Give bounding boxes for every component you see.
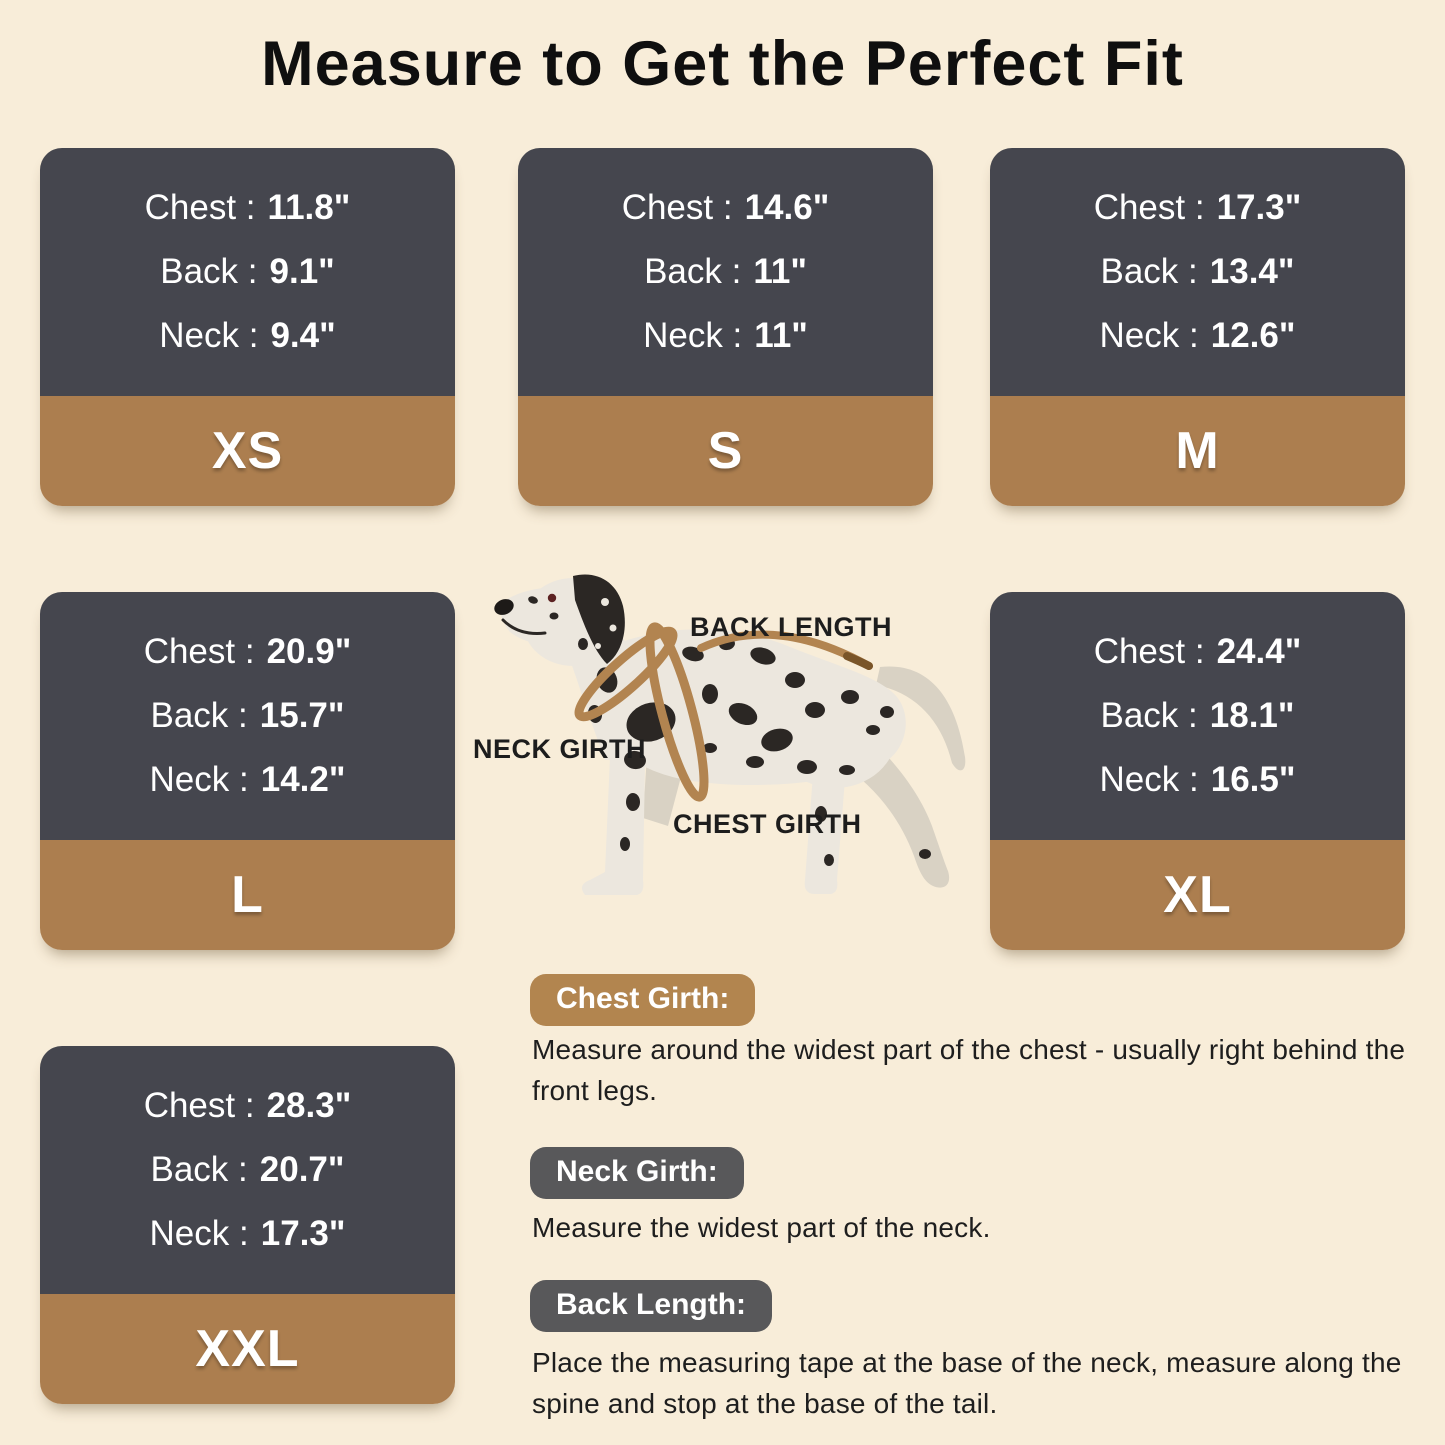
dog-face bbox=[494, 593, 557, 635]
back-length-description: Place the measuring tape at the base of … bbox=[532, 1347, 1402, 1419]
neck-measurement: Neck :9.4" bbox=[159, 316, 336, 355]
chest-measurement: Chest :20.9" bbox=[143, 632, 352, 671]
size-label-s: S bbox=[518, 396, 933, 506]
size-card-l: Chest :20.9" Back :15.7" Neck :14.2" L bbox=[40, 592, 455, 950]
neck-girth-label: NECK GIRTH bbox=[473, 734, 646, 764]
dog-diagram-illustration bbox=[455, 562, 985, 957]
chest-measurement: Chest :11.8" bbox=[144, 188, 351, 227]
chest-girth-description: Measure around the widest part of the ch… bbox=[532, 1034, 1406, 1106]
measure-bands bbox=[574, 622, 873, 802]
size-label-m: M bbox=[990, 396, 1405, 506]
size-card-l-measurements: Chest :20.9" Back :15.7" Neck :14.2" bbox=[40, 592, 455, 840]
size-card-m: Chest :17.3" Back :13.4" Neck :12.6" M bbox=[990, 148, 1405, 506]
neck-measurement: Neck :16.5" bbox=[1099, 760, 1296, 799]
size-card-s: Chest :14.6" Back :11" Neck :11" S bbox=[518, 148, 933, 506]
chest-measurement: Chest :28.3" bbox=[143, 1086, 352, 1125]
back-measurement: Back :9.1" bbox=[160, 252, 335, 291]
back-measurement: Back :20.7" bbox=[150, 1150, 345, 1189]
back-measurement: Back :13.4" bbox=[1100, 252, 1295, 291]
size-card-m-measurements: Chest :17.3" Back :13.4" Neck :12.6" bbox=[990, 148, 1405, 396]
size-label-l: L bbox=[40, 840, 455, 950]
size-card-xxl-measurements: Chest :28.3" Back :20.7" Neck :17.3" bbox=[40, 1046, 455, 1294]
neck-measurement: Neck :17.3" bbox=[149, 1214, 346, 1253]
size-card-xs: Chest :11.8" Back :9.1" Neck :9.4" XS bbox=[40, 148, 455, 506]
size-card-xl-measurements: Chest :24.4" Back :18.1" Neck :16.5" bbox=[990, 592, 1405, 840]
neck-measurement: Neck :12.6" bbox=[1099, 316, 1296, 355]
back-length-label: BACK LENGTH bbox=[690, 612, 892, 642]
back-length-heading: Back Length: bbox=[530, 1280, 773, 1332]
size-card-xs-measurements: Chest :11.8" Back :9.1" Neck :9.4" bbox=[40, 148, 455, 396]
chest-measurement: Chest :14.6" bbox=[621, 188, 830, 227]
chest-measurement: Chest :17.3" bbox=[1093, 188, 1302, 227]
page-title: Measure to Get the Perfect Fit bbox=[261, 29, 1184, 99]
size-label-xl: XL bbox=[990, 840, 1405, 950]
neck-girth-description: Measure the widest part of the neck. bbox=[532, 1212, 991, 1243]
chest-girth-label: CHEST GIRTH bbox=[673, 809, 862, 839]
back-measurement: Back :11" bbox=[644, 252, 807, 291]
back-measurement: Back :18.1" bbox=[1100, 696, 1295, 735]
dog-ear bbox=[573, 574, 625, 664]
size-card-xxl: Chest :28.3" Back :20.7" Neck :17.3" XXL bbox=[40, 1046, 455, 1404]
neck-measurement: Neck :14.2" bbox=[149, 760, 346, 799]
back-measurement: Back :15.7" bbox=[150, 696, 345, 735]
size-label-xs: XS bbox=[40, 396, 455, 506]
size-card-s-measurements: Chest :14.6" Back :11" Neck :11" bbox=[518, 148, 933, 396]
neck-measurement: Neck :11" bbox=[643, 316, 808, 355]
chest-measurement: Chest :24.4" bbox=[1093, 632, 1302, 671]
size-label-xxl: XXL bbox=[40, 1294, 455, 1404]
size-card-xl: Chest :24.4" Back :18.1" Neck :16.5" XL bbox=[990, 592, 1405, 950]
chest-girth-heading: Chest Girth: bbox=[530, 974, 756, 1026]
neck-girth-heading: Neck Girth: bbox=[530, 1147, 744, 1199]
